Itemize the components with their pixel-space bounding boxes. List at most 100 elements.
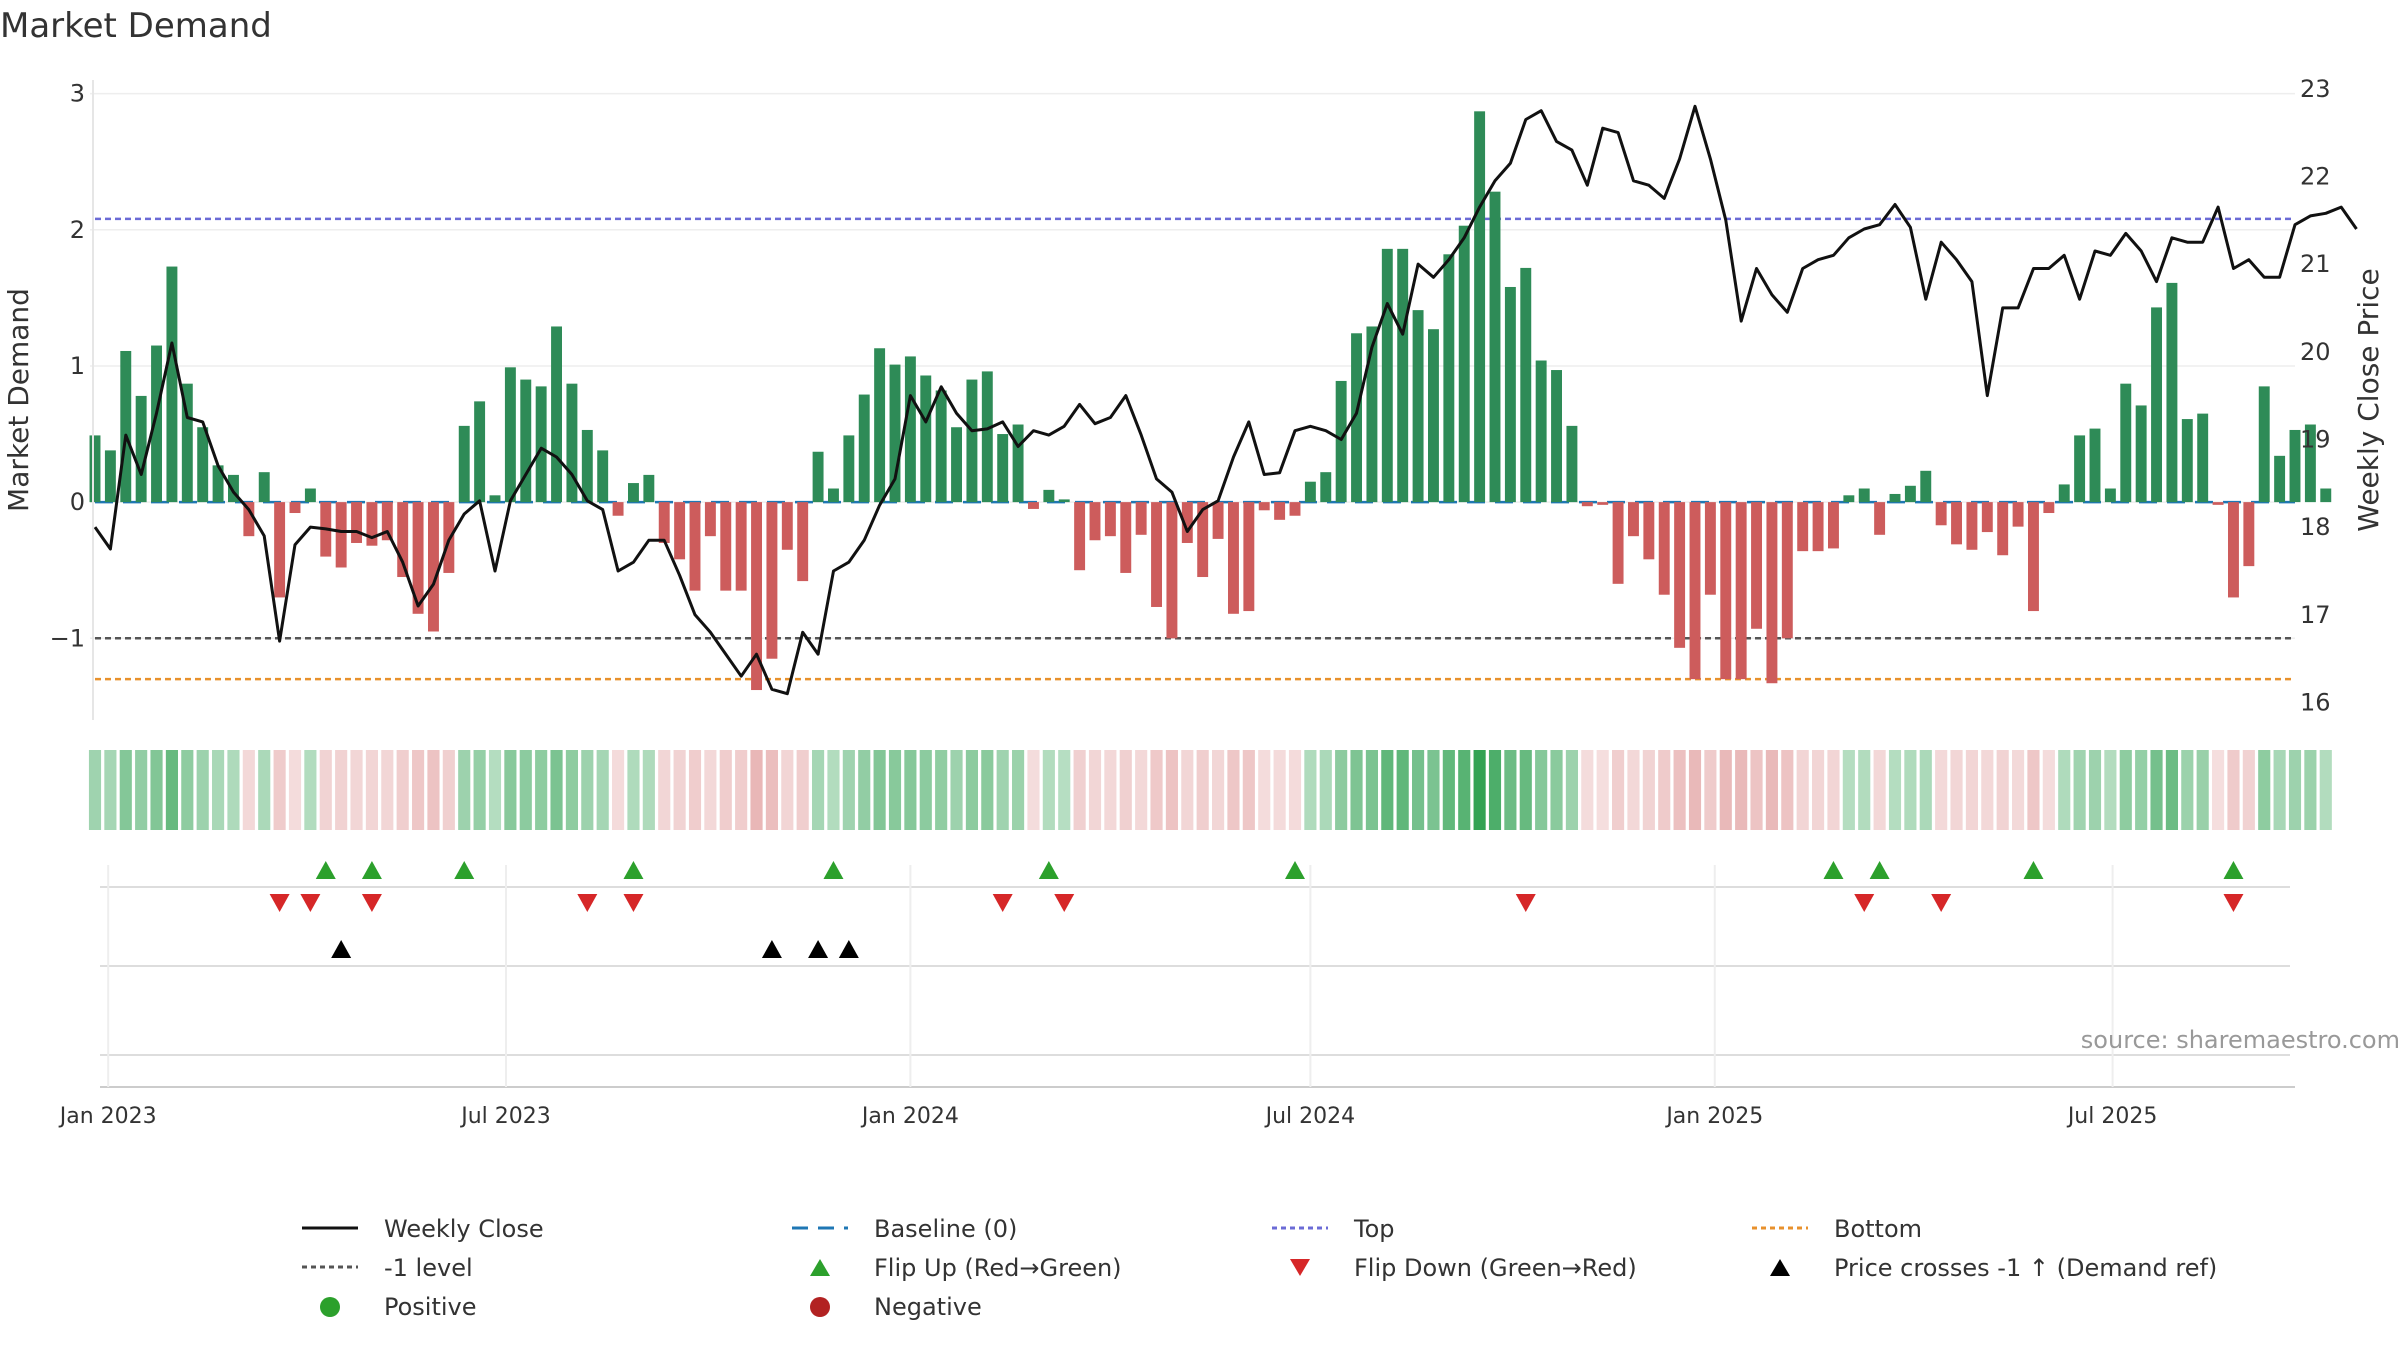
demand-bar xyxy=(1951,502,1963,545)
heat-cell xyxy=(1519,750,1532,830)
heat-cell xyxy=(2135,750,2148,830)
demand-bar xyxy=(720,502,732,591)
flip-down-marker xyxy=(623,894,644,912)
y-right-tick-label: 23 xyxy=(2300,75,2331,103)
demand-bar xyxy=(1074,502,1086,571)
heat-cell xyxy=(1596,750,1609,830)
demand-bar xyxy=(2274,455,2286,503)
demand-bar xyxy=(1412,310,1424,503)
demand-bar xyxy=(858,394,870,503)
demand-bar xyxy=(1212,502,1224,539)
demand-bar xyxy=(120,350,132,503)
heat-cell xyxy=(1735,750,1748,830)
heat-cell xyxy=(350,750,363,830)
demand-bar xyxy=(627,483,639,503)
legend-item: Negative xyxy=(790,1293,982,1321)
y-tick-label: −1 xyxy=(50,624,85,652)
heat-cell xyxy=(1904,750,1917,830)
flip-down-marker xyxy=(269,894,290,912)
demand-bar xyxy=(1504,286,1516,503)
demand-bar xyxy=(1289,502,1301,516)
heat-cell xyxy=(2042,750,2055,830)
heat-cell xyxy=(519,750,532,830)
heat-cell xyxy=(888,750,902,830)
heat-cell xyxy=(1288,750,1302,830)
demand-bar xyxy=(1597,502,1609,505)
heat-cell xyxy=(1258,750,1271,830)
demand-bar xyxy=(1227,502,1239,614)
x-tick-label: Jan 2024 xyxy=(860,1104,959,1129)
heat-cell xyxy=(258,750,271,830)
y-tick-label: 1 xyxy=(70,352,85,380)
demand-bar xyxy=(1781,502,1793,639)
demand-bar xyxy=(489,495,501,503)
flip-up-marker xyxy=(1285,861,1305,879)
legend-item: -1 level xyxy=(300,1254,473,1282)
heat-cell xyxy=(1688,750,1702,830)
demand-bar xyxy=(1181,502,1193,543)
heat-cell xyxy=(1765,750,1778,830)
demand-bar xyxy=(1151,502,1163,607)
heat-cell xyxy=(1750,750,1763,830)
legend-item: Flip Down (Green→Red) xyxy=(1270,1254,1637,1282)
heat-cell xyxy=(965,750,978,830)
demand-bar xyxy=(874,348,886,503)
heat-cell xyxy=(412,750,425,830)
legend-label: Flip Up (Red→Green) xyxy=(874,1254,1122,1282)
demand-bar xyxy=(1889,493,1901,503)
demand-bar xyxy=(1981,502,1993,533)
legend-item: Bottom xyxy=(1750,1215,1922,1243)
heat-cell xyxy=(1042,750,1055,830)
demand-bar xyxy=(1751,502,1763,629)
heat-cell xyxy=(2304,750,2317,830)
heat-cell xyxy=(227,750,240,830)
legend-symbol-icon xyxy=(1272,1226,1328,1230)
heat-cell xyxy=(735,750,748,830)
demand-bar xyxy=(1012,424,1024,503)
demand-bar xyxy=(2212,502,2224,505)
heat-cell xyxy=(904,750,917,830)
x-tick-label: Jan 2023 xyxy=(58,1104,157,1129)
demand-bar xyxy=(1197,502,1209,578)
demand-bar xyxy=(2135,405,2147,503)
x-tick-label: Jul 2023 xyxy=(459,1104,551,1129)
demand-bar xyxy=(689,502,701,591)
y-right-tick-label: 21 xyxy=(2300,250,2331,278)
heat-cell xyxy=(1335,750,1348,830)
heat-cell xyxy=(1981,750,1994,830)
legend-symbol-icon xyxy=(1770,1259,1790,1276)
heat-cell xyxy=(1273,750,1286,830)
demand-bar xyxy=(212,465,224,503)
heat-cell xyxy=(1073,750,1086,830)
demand-bar xyxy=(1489,191,1501,503)
x-axis: Jan 2023 Jul 2023 Jan 2024 Jul 2024 Jan 2025… xyxy=(58,1104,2158,1129)
flip-down-marker xyxy=(1054,894,1075,912)
heat-cell xyxy=(1181,750,1194,830)
demand-bar xyxy=(643,474,655,503)
legend-symbol-icon xyxy=(302,1265,358,1269)
reference-lines xyxy=(95,217,2295,681)
price-cross-marker xyxy=(331,940,352,958)
demand-bar xyxy=(1120,502,1132,573)
legend-label: Baseline (0) xyxy=(874,1215,1018,1243)
heat-cell xyxy=(1442,750,1455,830)
demand-bar xyxy=(1474,111,1486,503)
heat-cell xyxy=(273,750,286,830)
demand-bar xyxy=(89,435,101,503)
heat-cell xyxy=(873,750,886,830)
heat-cell xyxy=(212,750,225,830)
demand-bar xyxy=(1243,502,1255,612)
demand-bar xyxy=(274,502,286,598)
demand-bar xyxy=(1166,502,1178,639)
demand-bar xyxy=(1643,502,1655,560)
heat-cell xyxy=(1827,750,1840,830)
legend-item: Price crosses -1 ↑ (Demand ref) xyxy=(1750,1254,2217,1282)
heat-cell xyxy=(1504,750,1517,830)
heat-cell xyxy=(673,750,686,830)
demand-bar xyxy=(581,429,593,503)
legend-label: Weekly Close xyxy=(384,1215,544,1243)
legend-symbol-icon xyxy=(320,1297,340,1317)
heat-cell xyxy=(181,750,194,830)
heat-cell xyxy=(1812,750,1825,830)
